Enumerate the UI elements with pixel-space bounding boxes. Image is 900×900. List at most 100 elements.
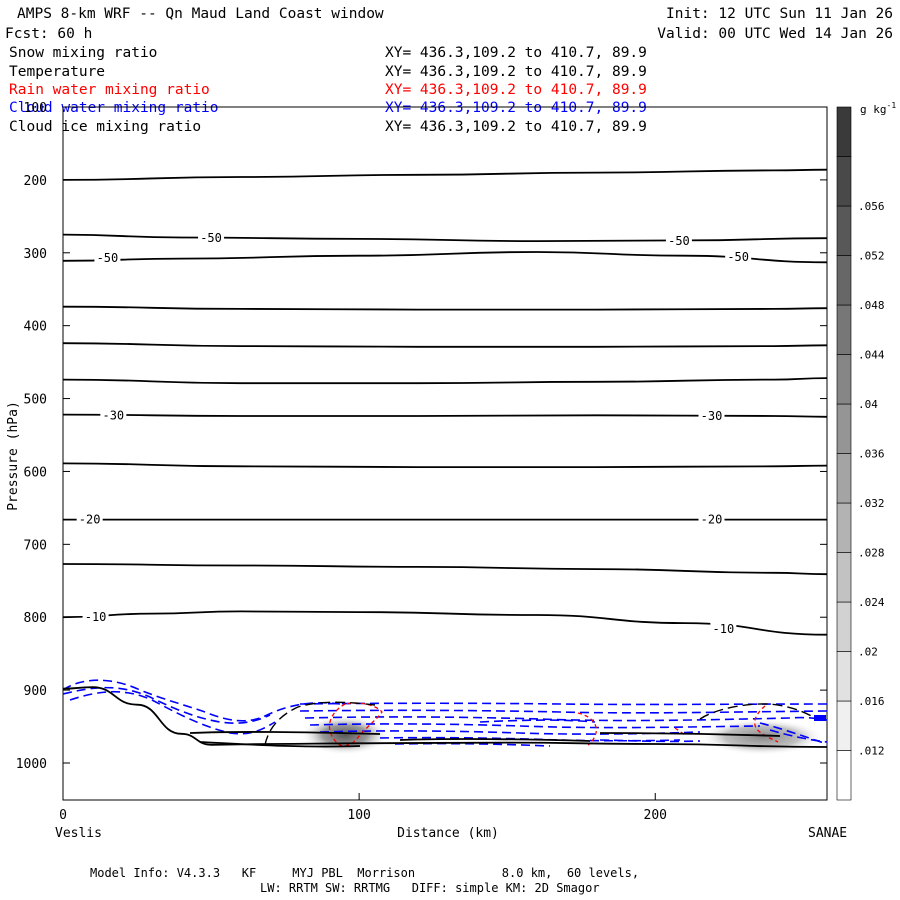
y-tick-label-300: 300 [24, 247, 47, 262]
colorbar-cell-1 [836, 700, 852, 751]
contour-label-bg-5 [698, 409, 725, 423]
colorbar-cell-2 [836, 651, 852, 702]
colorbar-tick-8: .044 [858, 349, 885, 362]
contour-label-bg-1 [665, 234, 692, 248]
x-right-endpoint: SANAE [808, 826, 847, 841]
contour-label-1: -50 [668, 234, 690, 248]
x-tick-label-0: 0 [59, 808, 67, 823]
colorbar-cell-6 [836, 453, 852, 504]
temperature-contour-4 [63, 342, 827, 348]
legend-temperature: Temperature [9, 64, 105, 80]
x-left-endpoint: Veslis [55, 826, 102, 841]
colorbar-cell-9 [836, 304, 852, 355]
temperature-contour-6 [63, 413, 827, 418]
legend-cloud-ice: Cloud ice mixing ratio [9, 119, 201, 135]
contour-label-5: -30 [701, 409, 723, 423]
cloud-ice-contours [264, 701, 816, 746]
contour-label-8: -10 [85, 610, 107, 624]
terrain [62, 686, 828, 748]
temperature-contour-5 [63, 377, 827, 385]
contour-label-3: -50 [727, 250, 749, 264]
legend-cloud-water-xy: XY= 436.3,109.2 to 410.7, 89.9 [385, 100, 647, 116]
contour-label-bg-2 [94, 250, 121, 264]
y-tick-label-400: 400 [24, 320, 47, 335]
colorbar-cell-3 [836, 601, 852, 652]
chart-title: AMPS 8-km WRF -- Qn Maud Land Coast wind… [17, 6, 384, 22]
x-axis: 0 100 200 [59, 793, 667, 823]
rain-contours [328, 702, 779, 747]
plot-frame [62, 106, 828, 801]
temperature-contour-9 [63, 563, 827, 576]
contour-label-9: -10 [713, 622, 735, 636]
colorbar-cell-11 [836, 205, 852, 256]
legend-rain-xy: XY= 436.3,109.2 to 410.7, 89.9 [385, 82, 647, 98]
y-axis: 100 200 300 400 500 600 700 800 900 1000 [16, 101, 827, 772]
temperature-contour-2 [63, 251, 827, 264]
x-tick-label-200: 200 [644, 808, 667, 823]
temperature-contour-1 [63, 233, 827, 243]
colorbar-tick-9: .048 [858, 299, 885, 312]
contour-label-bg-8 [82, 610, 109, 624]
temperature-contour-3 [63, 305, 827, 311]
colorbar-cell-12 [836, 156, 852, 207]
contour-label-bg-9 [710, 621, 737, 635]
y-tick-label-800: 800 [24, 611, 47, 626]
model-physics: LW: RRTM SW: RRTMG DIFF: simple KM: 2D S… [260, 881, 600, 895]
colorbar-tick-6: .036 [858, 448, 885, 461]
colorbar-unit: g kg-1 [860, 101, 896, 116]
y-axis-label: Pressure (hPa) [6, 401, 21, 511]
temperature-contour-7 [63, 462, 827, 469]
temperature-contour-labels: -50 -50 -50 -50 -30 -30 -20 -20 -10 -10 [76, 231, 752, 636]
colorbar-cell-7 [836, 403, 852, 454]
y-tick-label-1000: 1000 [16, 757, 47, 772]
legend-rain: Rain water mixing ratio [9, 82, 210, 98]
cloud-water-marker [814, 715, 826, 721]
colorbar-tick-0: .012 [858, 745, 885, 758]
colorbar-tick-7: .04 [858, 398, 878, 411]
y-tick-label-500: 500 [24, 393, 47, 408]
contour-label-bg-0 [198, 231, 225, 245]
colorbar-tick-11: .056 [858, 200, 885, 213]
colorbar-cell-8 [836, 354, 852, 405]
colorbar-cell-4 [836, 552, 852, 603]
colorbar-cell-0 [836, 750, 852, 801]
colorbar-tick-2: .02 [858, 646, 878, 659]
y-tick-label-100: 100 [24, 101, 47, 116]
colorbar-tick-3: .024 [858, 596, 885, 609]
y-tick-label-600: 600 [24, 465, 47, 480]
temperature-contour-10 [63, 610, 827, 636]
legend-snow: Snow mixing ratio [9, 45, 157, 61]
legend-cloud-ice-xy: XY= 436.3,109.2 to 410.7, 89.9 [385, 119, 647, 135]
colorbar-tick-1: .016 [858, 695, 885, 708]
contour-label-4: -30 [102, 408, 124, 422]
x-tick-label-100: 100 [347, 808, 370, 823]
y-tick-label-900: 900 [24, 684, 47, 699]
temperature-contour-0 [63, 168, 827, 181]
colorbar-cell-13 [836, 106, 852, 157]
contour-label-bg-7 [698, 512, 725, 526]
field-legend: Snow mixing ratio XY= 436.3,109.2 to 410… [9, 45, 647, 135]
temperature-contours [63, 168, 827, 636]
contour-label-7: -20 [701, 513, 723, 527]
legend-cloud-water: Cloud water mixing ratio [9, 100, 219, 116]
colorbar-cell-5 [836, 502, 852, 553]
x-axis-label: Distance (km) [397, 826, 499, 841]
valid-time: Valid: 00 UTC Wed 14 Jan 26 [657, 26, 893, 42]
init-time: Init: 12 UTC Sun 11 Jan 26 [666, 6, 893, 22]
colorbar-tick-4: .028 [858, 547, 885, 560]
contour-label-bg-6 [76, 512, 103, 526]
contour-label-6: -20 [79, 513, 101, 527]
legend-temperature-xy: XY= 436.3,109.2 to 410.7, 89.9 [385, 64, 647, 80]
model-info: Model Info: V4.3.3 KF MYJ PBL Morrison 8… [90, 866, 639, 880]
snow-max-west [300, 715, 390, 755]
contour-label-bg-4 [100, 408, 127, 422]
contour-label-2: -50 [97, 251, 119, 265]
y-tick-label-700: 700 [24, 538, 47, 553]
contour-label-bg-3 [725, 250, 752, 264]
colorbar-tick-5: .032 [858, 497, 885, 510]
forecast-hour: Fcst: 60 h [5, 26, 92, 42]
colorbar-tick-10: .052 [858, 250, 885, 263]
contour-label-0: -50 [200, 231, 222, 245]
colorbar: g kg-1 .012 .016 .02 .024 .028 .032 .036 .04 .04… [836, 101, 896, 801]
